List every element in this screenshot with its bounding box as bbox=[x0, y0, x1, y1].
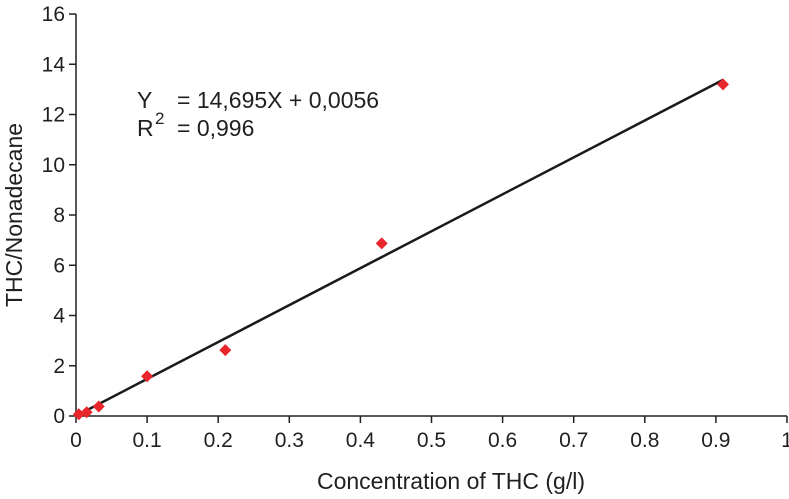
y-tick-label: 10 bbox=[42, 154, 65, 177]
x-tick-label: 1 bbox=[781, 429, 789, 452]
y-tick-label: 2 bbox=[53, 355, 65, 378]
r-squared-superscript: 2 bbox=[155, 109, 164, 128]
y-tick-label: 0 bbox=[53, 405, 65, 428]
data-point bbox=[375, 237, 388, 250]
y-tick-label: 8 bbox=[53, 204, 65, 227]
regression-annotation: Y = 14,695X + 0,0056 R 2 = 0,996 bbox=[137, 87, 379, 141]
data-point bbox=[141, 370, 154, 383]
x-tick-label: 0.2 bbox=[204, 429, 233, 452]
r-squared-text: = 0,996 bbox=[177, 115, 254, 141]
y-tick-label: 4 bbox=[53, 305, 65, 328]
equation-variable: Y bbox=[137, 87, 152, 113]
x-ticks: 0 0.1 0.2 0.3 0.4 0.5 0.6 0.7 0.8 0.9 1 bbox=[70, 416, 789, 452]
data-point bbox=[717, 78, 730, 91]
axes bbox=[75, 14, 787, 417]
x-tick-label: 0.4 bbox=[346, 429, 376, 452]
data-points bbox=[72, 78, 730, 421]
x-tick-label: 0 bbox=[70, 429, 82, 452]
y-tick-label: 6 bbox=[53, 254, 65, 277]
y-tick-label: 16 bbox=[42, 3, 65, 26]
data-point bbox=[219, 344, 232, 357]
y-ticks: 0 2 4 6 8 10 12 14 16 bbox=[42, 3, 76, 428]
x-tick-label: 0.7 bbox=[559, 429, 588, 452]
y-axis-title: THC/Nonadecane bbox=[1, 123, 27, 307]
trendline bbox=[75, 78, 724, 417]
x-tick-label: 0.8 bbox=[630, 429, 659, 452]
x-tick-label: 0.1 bbox=[132, 429, 161, 452]
x-tick-label: 0.6 bbox=[488, 429, 517, 452]
data-point bbox=[92, 400, 105, 413]
y-tick-label: 12 bbox=[42, 104, 65, 127]
equation-text: = 14,695X + 0,0056 bbox=[177, 87, 379, 113]
x-tick-label: 0.9 bbox=[701, 429, 730, 452]
r-squared-variable: R bbox=[137, 115, 154, 141]
x-axis-title: Concentration of THC (g/l) bbox=[317, 468, 585, 494]
x-tick-label: 0.3 bbox=[275, 429, 304, 452]
data-point bbox=[80, 406, 93, 419]
y-tick-label: 14 bbox=[42, 53, 66, 76]
x-tick-label: 0.5 bbox=[417, 429, 446, 452]
